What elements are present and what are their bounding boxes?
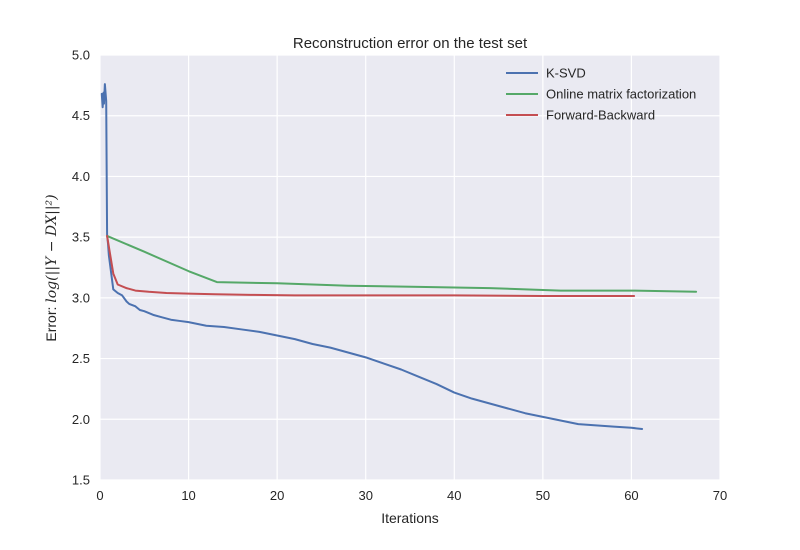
y-tick-label: 5.0	[72, 48, 90, 63]
legend-label-k-svd: K-SVD	[546, 66, 586, 81]
y-tick-label: 4.5	[72, 108, 90, 123]
x-tick-label: 10	[181, 488, 195, 503]
x-tick-label: 30	[358, 488, 372, 503]
x-axis-label: Iterations	[381, 510, 439, 526]
series-lines	[100, 83, 698, 430]
legend: K-SVD Online matrix factorization Forward-…	[506, 66, 696, 123]
x-tick-label: 50	[536, 488, 550, 503]
y-tick-label: 3.0	[72, 290, 90, 305]
grid-lines	[99, 54, 721, 481]
y-tick-label: 2.5	[72, 351, 90, 366]
y-tick-label: 3.5	[72, 230, 90, 245]
x-tick-label: 60	[624, 488, 638, 503]
series-line-online-matrix-factorization	[106, 234, 698, 293]
x-tick-label: 20	[270, 488, 284, 503]
x-tick-label: 0	[96, 488, 103, 503]
legend-label-online-matrix-factorization: Online matrix factorization	[546, 87, 696, 102]
y-axis-ticks: 1.5 2.0 2.5 3.0 3.5 4.0 4.5 5.0	[72, 48, 90, 488]
x-axis-ticks: 0 10 20 30 40 50 60 70	[96, 488, 727, 503]
y-axis-label-prefix: Error:	[43, 303, 59, 342]
chart-title: Reconstruction error on the test set	[293, 35, 528, 52]
series-line-k-svd	[100, 83, 644, 430]
y-tick-label: 2.0	[72, 412, 90, 427]
legend-label-forward-backward: Forward-Backward	[546, 108, 655, 123]
x-tick-label: 40	[447, 488, 461, 503]
y-tick-label: 4.0	[72, 169, 90, 184]
y-tick-label: 1.5	[72, 473, 90, 488]
y-axis-label-math: log(||Y − DX||²)	[44, 194, 60, 302]
plot-background	[100, 55, 720, 480]
x-tick-label: 70	[713, 488, 727, 503]
y-axis-label: Error: log(||Y − DX||²)	[43, 194, 60, 341]
series-line-forward-backward	[106, 234, 636, 298]
